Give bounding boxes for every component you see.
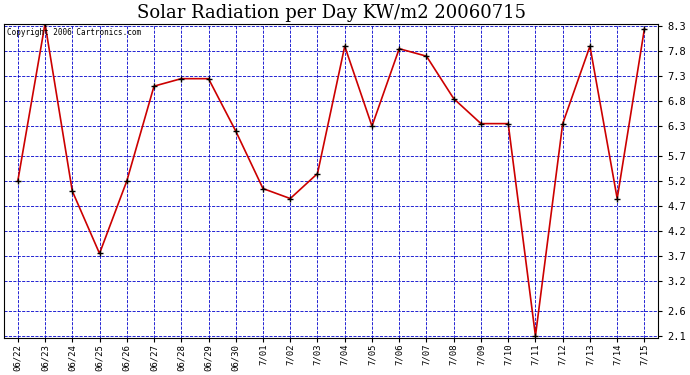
Title: Solar Radiation per Day KW/m2 20060715: Solar Radiation per Day KW/m2 20060715 xyxy=(137,4,526,22)
Text: Copyright 2006 Cartronics.com: Copyright 2006 Cartronics.com xyxy=(8,28,141,38)
